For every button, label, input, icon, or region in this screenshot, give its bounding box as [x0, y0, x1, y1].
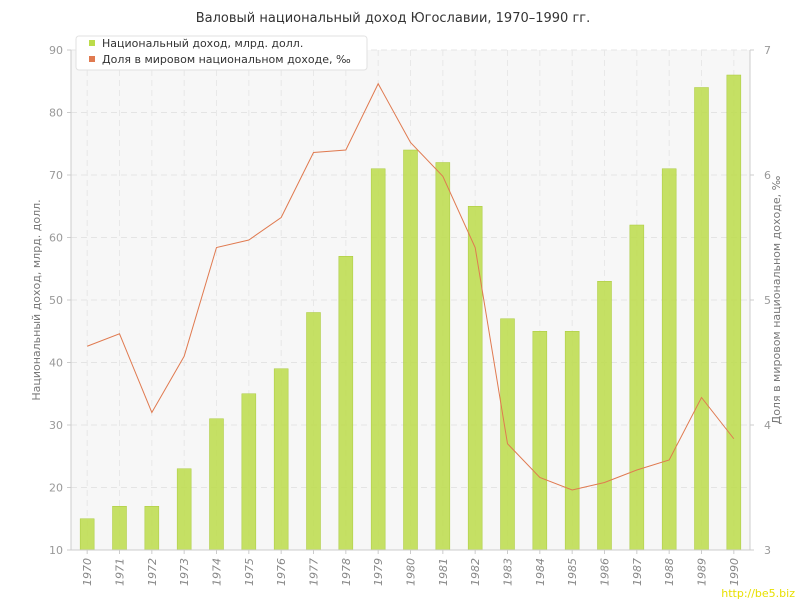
y-right-tick-label: 5	[764, 294, 771, 307]
y-tick-label: 20	[49, 482, 63, 495]
bar	[273, 368, 289, 551]
x-tick-label: 1973	[178, 558, 191, 586]
bar	[209, 418, 224, 551]
legend: Национальный доход, млрд. долл. Доля в м…	[75, 35, 368, 71]
y-right-tick-label: 7	[764, 44, 771, 57]
y-axis-right-ticks: 3 4 5 6 7	[750, 44, 771, 557]
y-axis-left-title: Национальный доход, млрд. долл.	[30, 199, 43, 400]
x-tick-label: 1981	[437, 558, 450, 586]
x-tick-label: 1980	[405, 558, 418, 586]
y-tick-label: 10	[49, 544, 63, 557]
bar-series	[79, 74, 742, 551]
legend-label-bar: Национальный доход, млрд. долл.	[102, 37, 303, 50]
bar	[403, 149, 418, 551]
x-tick-label: 1983	[502, 558, 515, 586]
chart-title: Валовый национальный доход Югославии, 19…	[196, 11, 591, 26]
x-tick-label: 1975	[243, 558, 256, 586]
x-axis-ticks: 1970 1971 1972 1973 1974 1975 1976 1977 1978 1979…	[81, 550, 741, 586]
x-tick-label: 1977	[308, 558, 321, 586]
y-axis-right-title: Доля в мировом национальном доходе, ‰	[770, 175, 783, 424]
y-tick-label: 30	[49, 419, 63, 432]
x-tick-label: 1988	[663, 558, 676, 586]
x-tick-label: 1982	[469, 558, 482, 586]
bar	[661, 168, 677, 551]
bar	[306, 312, 321, 551]
y-tick-label: 40	[49, 357, 63, 370]
y-right-tick-label: 3	[764, 544, 771, 557]
legend-swatch-bar	[89, 40, 95, 46]
watermark: http://be5.biz	[721, 587, 795, 600]
x-tick-label: 1974	[211, 558, 224, 586]
bar	[597, 281, 612, 551]
bar	[500, 318, 515, 551]
legend-label-line: Доля в мировом национальном доходе, ‰	[102, 53, 351, 66]
x-tick-label: 1978	[340, 558, 353, 586]
x-tick-label: 1972	[146, 558, 159, 586]
x-tick-label: 1990	[728, 558, 741, 586]
y-right-tick-label: 4	[764, 419, 771, 432]
bar	[726, 74, 742, 551]
x-tick-label: 1979	[372, 558, 385, 586]
bar	[629, 224, 645, 551]
line-series	[86, 82, 735, 491]
legend-box	[75, 35, 368, 71]
y-tick-label: 50	[49, 294, 63, 307]
bar	[144, 506, 160, 551]
y-tick-label: 80	[49, 107, 63, 120]
bar	[338, 256, 354, 551]
bar	[79, 518, 95, 551]
bar	[241, 393, 257, 551]
bar	[694, 87, 709, 551]
y-tick-label: 60	[49, 232, 63, 245]
x-tick-label: 1989	[696, 558, 709, 586]
bar	[370, 168, 386, 551]
bar	[112, 506, 127, 551]
y-tick-label: 90	[49, 44, 63, 57]
y-tick-label: 70	[49, 169, 63, 182]
bar	[435, 162, 451, 551]
bar	[176, 468, 192, 551]
x-tick-label: 1985	[566, 558, 579, 586]
x-tick-label: 1970	[81, 558, 94, 586]
x-tick-label: 1986	[599, 558, 612, 586]
x-tick-label: 1984	[534, 558, 547, 586]
y-axis-left-ticks: 10 20 30 40 50 60 70 80 90	[49, 44, 71, 557]
y-right-tick-label: 6	[764, 169, 771, 182]
bar	[467, 206, 483, 551]
bar	[532, 331, 548, 551]
x-tick-label: 1987	[631, 558, 644, 586]
x-tick-label: 1971	[114, 558, 127, 586]
bar	[564, 331, 580, 551]
legend-swatch-line	[89, 56, 95, 62]
x-tick-label: 1976	[275, 558, 288, 586]
